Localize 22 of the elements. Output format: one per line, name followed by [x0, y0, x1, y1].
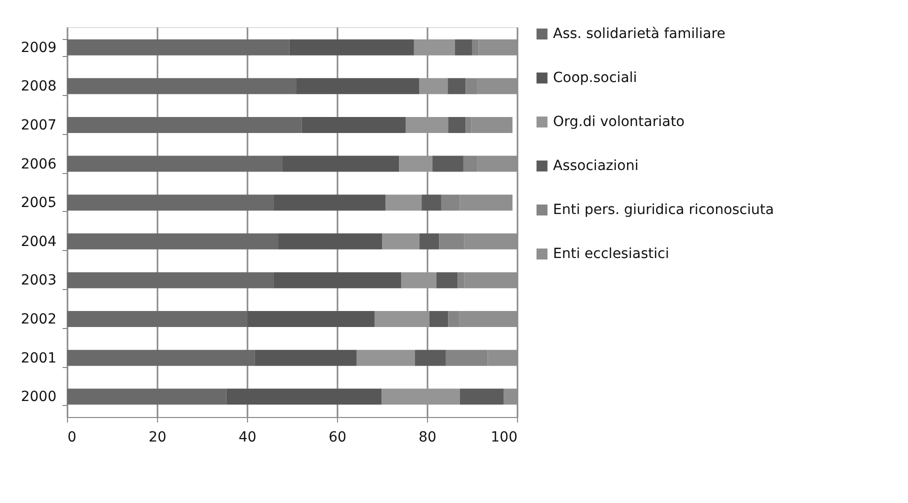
y-tick-label: 2007: [20, 117, 56, 134]
y-tick-label: 2001: [20, 350, 56, 366]
x-tick-label: 20: [148, 430, 166, 446]
legend-label: Associazioni: [553, 158, 638, 174]
x-tick-label: 0: [68, 430, 76, 446]
legend-label: Org.di volontariato: [553, 114, 685, 130]
y-tick-label: 2002: [20, 312, 56, 328]
legend-label: Coop.sociali: [553, 70, 638, 86]
x-tick-label: 100: [490, 430, 518, 446]
y-tick-label: 2006: [20, 156, 57, 172]
y-tick-label: 2003: [20, 272, 56, 289]
y-tick-label: 2008: [20, 78, 56, 95]
y-tick-label: 2004: [20, 234, 57, 250]
x-tick-label: 40: [238, 430, 256, 446]
legend-label: Enti ecclesiastici: [553, 246, 670, 262]
y-tick-label: 2009: [20, 40, 56, 56]
y-tick-label: 2000: [20, 389, 56, 406]
x-tick-label: 60: [328, 430, 346, 446]
y-tick-label: 2005: [20, 195, 56, 212]
legend-label: Enti pers. giuridica riconosciuta: [553, 202, 774, 218]
x-tick-label: 80: [418, 430, 436, 446]
legend-label: Ass. solidarietà familiare: [553, 26, 726, 42]
